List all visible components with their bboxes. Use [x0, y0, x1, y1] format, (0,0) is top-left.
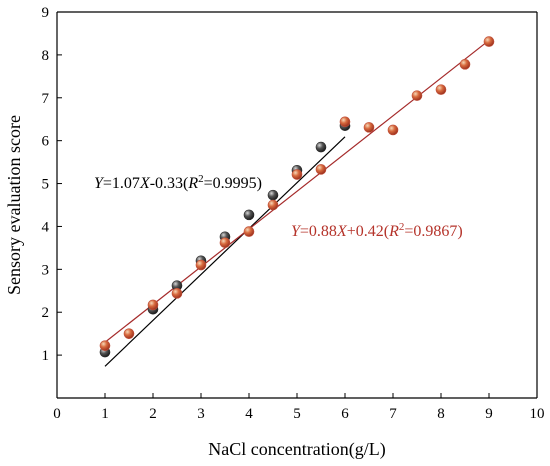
- data-point-red: [219, 237, 231, 249]
- equation-label-black: Y=1.07X-0.33(R2=0.9995): [94, 173, 262, 192]
- data-point-red: [315, 164, 327, 175]
- x-tick-label: 3: [197, 406, 205, 422]
- x-tick-label: 7: [389, 406, 397, 422]
- eq-black-sup: 2: [198, 173, 204, 185]
- x-tick-label: 4: [245, 406, 253, 422]
- data-point-red: [387, 124, 399, 136]
- x-tick-label: 8: [437, 406, 445, 422]
- data-point-red: [435, 84, 447, 95]
- x-tick-label: 1: [101, 406, 109, 422]
- data-point-red: [171, 288, 183, 299]
- eq-black-mid: =1.07: [103, 175, 140, 192]
- eq-red-sup: 2: [399, 221, 405, 233]
- y-tick-label: 5: [42, 177, 50, 193]
- data-point-red: [363, 122, 375, 133]
- data-point-red: [195, 259, 207, 271]
- eq-black-y: Y: [94, 175, 105, 192]
- equation-label-red: Y=0.88X+0.42(R2=0.9867): [291, 221, 463, 240]
- y-tick-label: 1: [42, 348, 50, 364]
- x-tick-label: 0: [53, 406, 61, 422]
- ticks: 0 1 2 3 4 5 6 7 8 9 10 1 2 3 4 5 6 7 8 9: [42, 5, 545, 422]
- data-point-red: [267, 199, 279, 211]
- eq-red-rest: +0.42(: [347, 223, 389, 240]
- fit-line-red: [104, 39, 490, 343]
- y-tick-label: 8: [42, 48, 50, 64]
- eq-black-rest: -0.33(: [150, 175, 189, 192]
- data-point-red: [147, 299, 159, 311]
- y-tick-label: 7: [42, 91, 50, 107]
- eq-red-x: X: [336, 223, 348, 240]
- x-tick-label: 6: [341, 406, 349, 422]
- eq-black-end: =0.9995): [204, 175, 262, 192]
- eq-black-x: X: [139, 175, 151, 192]
- eq-red-mid: =0.88: [300, 223, 337, 240]
- eq-black-r: R: [187, 175, 198, 192]
- fit-lines: [104, 39, 490, 367]
- eq-red-y: Y: [291, 223, 302, 240]
- x-tick-label: 5: [293, 406, 301, 422]
- y-tick-label: 6: [42, 134, 50, 150]
- y-tick-label: 9: [42, 5, 50, 21]
- data-point-red: [459, 59, 471, 70]
- data-points: [99, 36, 495, 358]
- x-tick-label: 9: [485, 406, 493, 422]
- y-tick-label: 4: [42, 219, 50, 235]
- y-tick-label: 2: [42, 305, 50, 321]
- fit-line-black: [104, 136, 346, 367]
- x-axis-title: NaCl concentration(g/L): [208, 439, 385, 460]
- x-tick-label: 10: [530, 406, 545, 422]
- eq-red-end: =0.9867): [404, 223, 462, 240]
- data-point-red: [99, 340, 111, 351]
- axes: [56, 11, 538, 399]
- data-point-black: [267, 189, 279, 201]
- data-point-black: [243, 209, 255, 221]
- data-point-red: [123, 328, 135, 339]
- data-point-red: [483, 36, 495, 47]
- data-point-red: [291, 169, 303, 180]
- y-tick-label: 3: [42, 262, 50, 278]
- data-point-black: [315, 141, 327, 153]
- y-axis-title: Sensory evaluation score: [4, 115, 24, 295]
- x-tick-label: 2: [149, 406, 157, 422]
- data-point-red: [243, 226, 255, 237]
- data-point-red: [339, 116, 351, 128]
- eq-red-r: R: [388, 223, 399, 240]
- data-point-red: [411, 90, 423, 101]
